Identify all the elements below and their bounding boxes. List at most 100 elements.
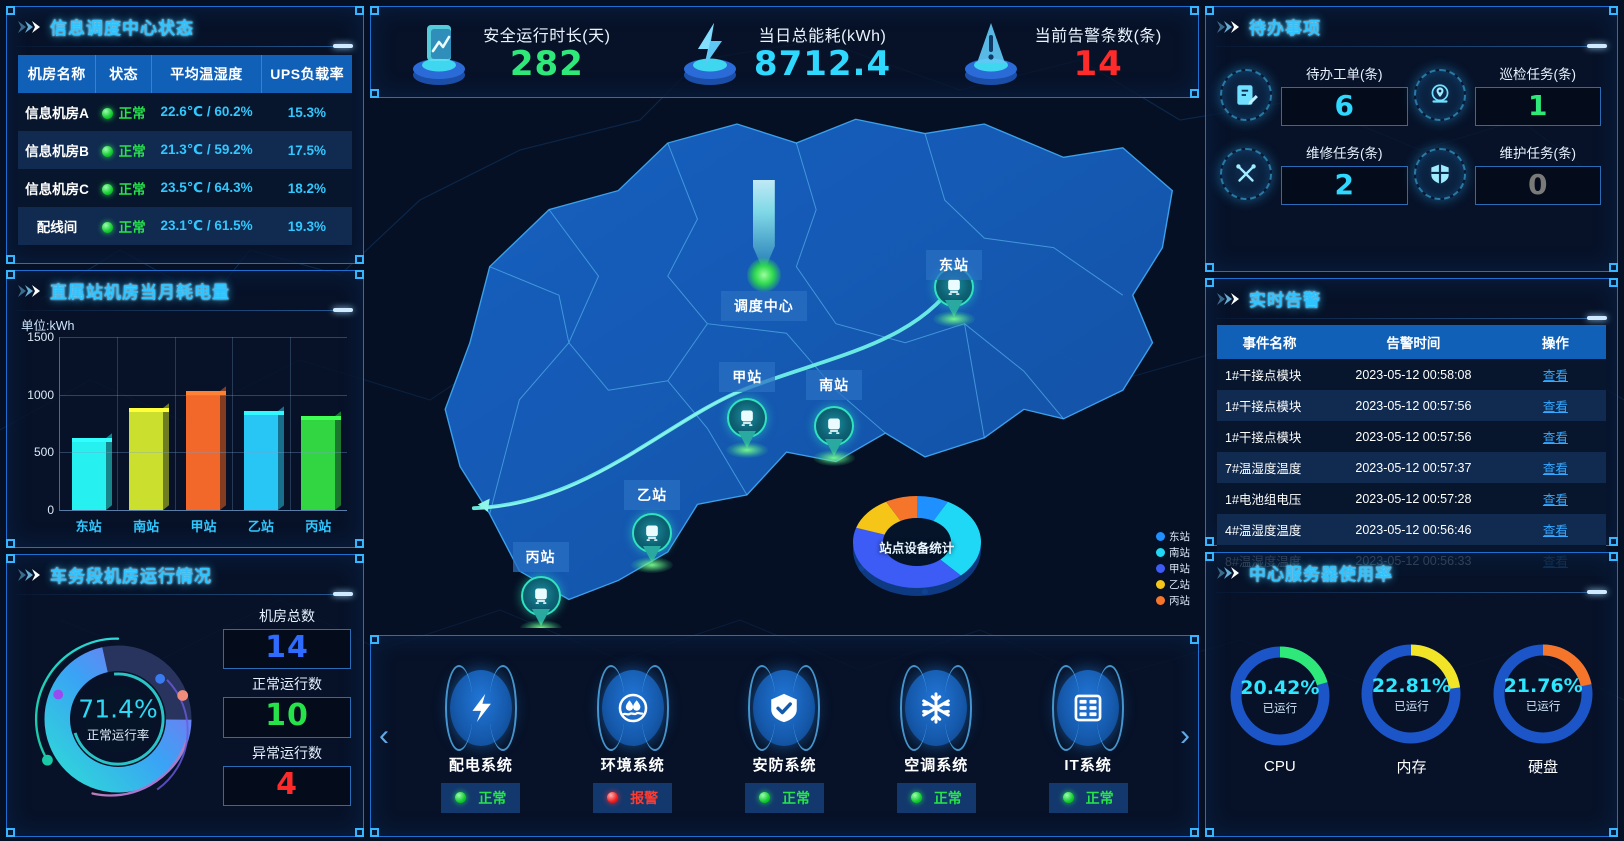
legend-label: 东站	[1169, 531, 1190, 543]
gauge-caption: 正常运行率	[86, 728, 150, 742]
map-label-east-station[interactable]: 东站	[926, 249, 983, 280]
minimize-icon[interactable]	[17, 592, 353, 596]
map-marker-bing-station[interactable]	[519, 576, 562, 628]
dispatch-center-marker[interactable]	[741, 180, 787, 293]
map-label-dispatch-center[interactable]: 调度中心	[720, 291, 807, 322]
cell-event-name: 1#电池组电压	[1217, 483, 1323, 514]
minimize-icon[interactable]	[1216, 316, 1607, 320]
panel-todo-items: 待办事项 待办工单(条) 6	[1205, 6, 1618, 272]
bar-cell[interactable]: 南站	[120, 337, 172, 534]
subsystem-bolt[interactable]: 配电系统 正常	[405, 660, 557, 813]
minimize-icon[interactable]	[17, 44, 353, 48]
map-label-bing-station[interactable]: 丙站	[512, 542, 569, 573]
stat-value: 4	[223, 765, 351, 807]
panel-central-server-usage: 中心服务器使用率 20.42% 已运行 CPU 22.81% 已运行 内存 21.76% 已运…	[1205, 552, 1618, 837]
stat-value: 14	[223, 629, 351, 670]
carousel-prev-button[interactable]: ‹	[379, 719, 389, 752]
cell-alarm-time: 2023-05-12 00:57:28	[1322, 483, 1505, 514]
view-link[interactable]: 查看	[1504, 452, 1606, 483]
todo-work-orders[interactable]: 待办工单(条) 6	[1220, 63, 1408, 126]
server-rack-icon	[1052, 664, 1125, 751]
view-link[interactable]: 查看	[1504, 421, 1606, 452]
gauge-svg	[34, 636, 192, 797]
panel-header: 待办事项	[1206, 7, 1617, 41]
train-pin-icon	[519, 576, 562, 628]
cell-temp-humidity: 23.5℃ / 64.3%	[151, 169, 262, 207]
donut-slice[interactable]	[933, 502, 981, 576]
view-link[interactable]: 查看	[1504, 390, 1606, 421]
map-marker-yi-station[interactable]	[631, 513, 674, 574]
gridline	[60, 510, 347, 511]
map-label-yi-station[interactable]: 乙站	[624, 479, 681, 510]
bar-cell[interactable]: 丙站	[292, 337, 344, 534]
status-badge: 正常	[744, 782, 824, 813]
todo-text: 维修任务(条) 2	[1281, 142, 1408, 205]
status-dot-icon	[455, 792, 467, 803]
room-status-table: 机房名称 状态 平均温湿度 UPS负载率 信息机房A 正常 22.6℃ / 60.2…	[18, 55, 352, 245]
bar[interactable]: 南站	[129, 403, 170, 534]
todo-label: 巡检任务(条)	[1499, 67, 1577, 82]
bar-cell[interactable]: 东站	[63, 337, 115, 534]
bar-cell[interactable]: 甲站	[178, 337, 230, 534]
bar[interactable]: 丙站	[301, 411, 342, 534]
site-equipment-donut-chart[interactable]: 站点设备统计	[846, 484, 988, 604]
right-column: 待办事项 待办工单(条) 6	[1205, 6, 1618, 837]
view-link[interactable]: 查看	[1504, 359, 1606, 390]
bar[interactable]: 甲站	[186, 385, 227, 534]
panel-kpi-summary: 安全运行时长(天) 282 当日总能耗(kWh) 8712.4	[370, 6, 1199, 98]
subsystem-snowflake[interactable]: 空调系统 正常	[860, 660, 1012, 813]
col-event-name: 事件名称	[1217, 325, 1323, 359]
donut-slice[interactable]	[885, 496, 917, 522]
legend-item[interactable]: 甲站	[1156, 561, 1190, 576]
subsystem-shield-check[interactable]: 安防系统 正常	[709, 660, 861, 813]
minimize-icon[interactable]	[1216, 44, 1607, 48]
gridline-v	[289, 337, 291, 510]
panel-title: 车务段机房运行情况	[50, 567, 212, 586]
legend-item[interactable]: 东站	[1156, 529, 1190, 544]
legend-item[interactable]: 南站	[1156, 545, 1190, 560]
railway-station-map[interactable]: 调度中心 东站	[370, 104, 1199, 629]
map-label-south-station[interactable]: 南站	[806, 369, 863, 400]
cell-ups-load: 18.2%	[261, 169, 352, 207]
donut-slice[interactable]	[852, 528, 961, 589]
gridline	[60, 337, 347, 338]
ring-chart: 22.81% 已运行	[1359, 642, 1463, 746]
todo-inspection-tasks[interactable]: 巡检任务(条) 1	[1413, 63, 1601, 126]
todo-text: 待办工单(条) 6	[1281, 63, 1408, 126]
view-link[interactable]: 查看	[1504, 483, 1606, 514]
subsystem-server-rack[interactable]: IT系统 正常	[1012, 660, 1164, 813]
gridline	[60, 394, 347, 396]
subsystem-name: 安防系统	[752, 756, 817, 774]
minimize-icon[interactable]	[17, 308, 353, 312]
col-name: 机房名称	[18, 55, 97, 93]
map-marker-east-station[interactable]	[933, 267, 976, 328]
table-row: 1#电池组电压 2023-05-12 00:57:28 查看	[1217, 483, 1606, 514]
todo-maintenance-tasks[interactable]: 维护任务(条) 0	[1413, 142, 1601, 205]
view-link[interactable]: 查看	[1504, 514, 1606, 545]
minimize-icon[interactable]	[1216, 590, 1607, 594]
map-marker-jia-station[interactable]	[726, 398, 769, 459]
carousel-next-button[interactable]: ›	[1180, 719, 1190, 752]
legend-item[interactable]: 乙站	[1156, 577, 1190, 592]
bar[interactable]: 乙站	[243, 406, 284, 534]
donut-slice[interactable]	[916, 496, 948, 522]
cell-temp-humidity: 23.1℃ / 61.5%	[151, 207, 262, 245]
subsystem-droplet[interactable]: 环境系统 报警	[557, 660, 709, 813]
map-marker-south-station[interactable]	[813, 406, 856, 467]
todo-value: 6	[1281, 87, 1408, 126]
map-label-jia-station[interactable]: 甲站	[719, 361, 776, 392]
cell-temp-humidity: 21.3℃ / 59.2%	[151, 131, 262, 169]
donut-slice[interactable]	[855, 502, 901, 535]
bar[interactable]: 东站	[71, 433, 112, 534]
cell-alarm-time: 2023-05-12 00:57:56	[1322, 421, 1505, 452]
alert-exclamation-icon	[964, 23, 1017, 85]
bar-cell[interactable]: 乙站	[235, 337, 287, 534]
legend-item[interactable]: 丙站	[1156, 593, 1190, 608]
operation-stats: 机房总数 14 正常运行数 10 异常运行数 4	[223, 599, 351, 838]
cell-status: 正常	[95, 93, 152, 131]
todo-repair-tasks[interactable]: 维修任务(条) 2	[1220, 142, 1408, 205]
y-axis-tick: 0	[47, 503, 54, 517]
snowflake-icon	[900, 664, 973, 751]
status-badge: 正常	[896, 782, 976, 813]
